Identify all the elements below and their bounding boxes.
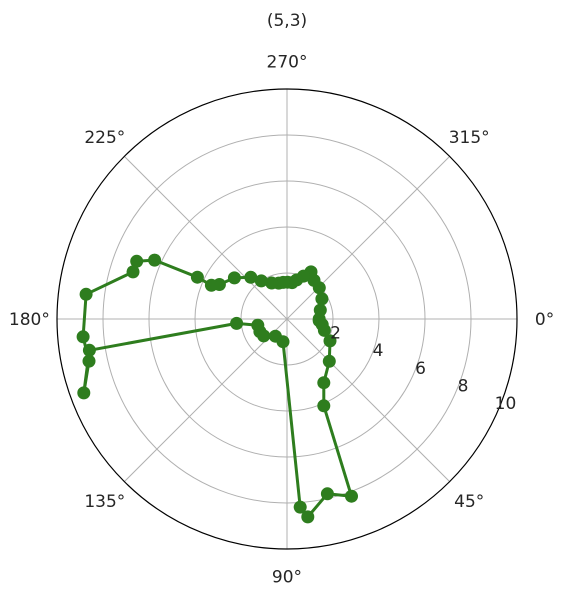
polar-frame <box>56 88 518 550</box>
data-point <box>312 314 326 328</box>
series-layer <box>76 253 358 524</box>
angle-tick-label: 0° <box>535 310 554 330</box>
data-point <box>82 354 96 368</box>
data-point <box>317 376 331 390</box>
data-point <box>76 330 90 344</box>
data-point <box>320 487 334 501</box>
grid-layer <box>56 88 518 550</box>
data-point <box>313 303 327 317</box>
data-point <box>230 316 244 330</box>
data-point <box>204 278 218 292</box>
angle-tick-label: 315° <box>449 128 490 148</box>
angular-gridline <box>286 318 450 482</box>
angular-gridline <box>124 156 288 320</box>
data-point <box>265 276 279 290</box>
angular-gridline <box>124 318 288 482</box>
label-layer: 0° 45° 90° 135° 180° 225° 270° 315° 2 4 6 8 10 <box>9 52 554 587</box>
data-point <box>276 335 290 349</box>
radius-tick-label: 4 <box>373 341 384 361</box>
data-point <box>323 334 337 348</box>
data-point <box>293 500 307 514</box>
data-point <box>82 343 96 357</box>
data-point <box>130 254 144 268</box>
data-point <box>227 271 241 285</box>
data-point <box>254 274 268 288</box>
angular-gridline <box>286 156 450 320</box>
data-point <box>301 510 315 524</box>
angle-tick-label: 225° <box>84 128 125 148</box>
angle-tick-label: 180° <box>9 310 50 330</box>
data-point <box>345 489 358 503</box>
data-point <box>317 399 331 413</box>
data-point <box>190 270 204 284</box>
data-point <box>126 265 140 279</box>
data-point <box>244 270 258 284</box>
angle-tick-label: 45° <box>454 492 484 512</box>
chart-title: (5,3) <box>267 11 307 31</box>
data-point <box>148 253 162 267</box>
radius-tick-label: 8 <box>458 376 469 396</box>
data-point <box>77 386 91 400</box>
radius-tick-label: 2 <box>330 324 341 344</box>
angle-tick-label: 135° <box>84 492 125 512</box>
data-point <box>315 292 329 306</box>
angle-tick-label: 270° <box>267 52 308 72</box>
data-point <box>322 354 336 368</box>
radius-tick-label: 10 <box>495 394 517 414</box>
data-point <box>257 329 271 343</box>
angle-tick-label: 90° <box>272 568 302 588</box>
data-point <box>79 287 93 301</box>
radius-tick-label: 6 <box>415 359 426 379</box>
